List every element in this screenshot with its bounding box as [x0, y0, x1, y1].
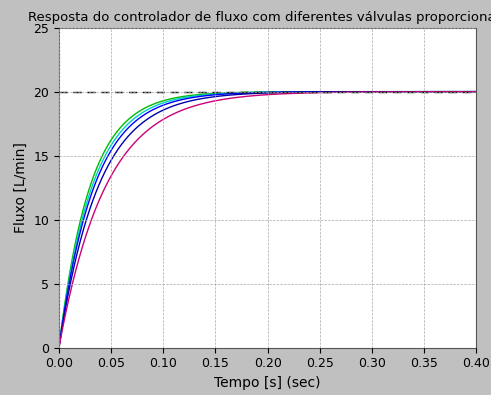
Y-axis label: Fluxo [L/min]: Fluxo [L/min] [14, 142, 28, 233]
X-axis label: Tempo [s] (sec): Tempo [s] (sec) [215, 376, 321, 390]
Title: Resposta do controlador de fluxo com diferentes válvulas proporcionais: Resposta do controlador de fluxo com dif… [28, 11, 491, 24]
